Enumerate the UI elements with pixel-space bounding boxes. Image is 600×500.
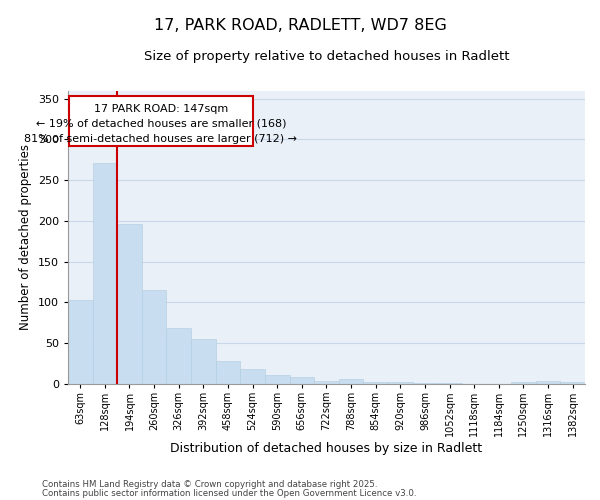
Bar xyxy=(166,328,191,384)
Bar xyxy=(364,382,388,384)
Bar xyxy=(413,383,437,384)
Bar xyxy=(511,382,536,384)
Bar xyxy=(69,96,253,146)
Y-axis label: Number of detached properties: Number of detached properties xyxy=(19,144,32,330)
Title: Size of property relative to detached houses in Radlett: Size of property relative to detached ho… xyxy=(144,50,509,63)
Bar xyxy=(215,361,240,384)
Text: 81% of semi-detached houses are larger (712) →: 81% of semi-detached houses are larger (… xyxy=(25,134,298,144)
Bar xyxy=(388,382,413,384)
Bar xyxy=(314,380,339,384)
Bar xyxy=(117,224,142,384)
Bar xyxy=(142,290,166,384)
Bar xyxy=(92,163,117,384)
Bar xyxy=(240,368,265,384)
Text: ← 19% of detached houses are smaller (168): ← 19% of detached houses are smaller (16… xyxy=(35,118,286,128)
Bar xyxy=(560,382,585,384)
Bar xyxy=(290,378,314,384)
Bar xyxy=(339,379,364,384)
Bar xyxy=(191,339,215,384)
Bar xyxy=(437,383,462,384)
Text: 17, PARK ROAD, RADLETT, WD7 8EG: 17, PARK ROAD, RADLETT, WD7 8EG xyxy=(154,18,446,32)
Text: 17 PARK ROAD: 147sqm: 17 PARK ROAD: 147sqm xyxy=(94,104,228,114)
Bar xyxy=(68,300,92,384)
Bar xyxy=(265,375,290,384)
X-axis label: Distribution of detached houses by size in Radlett: Distribution of detached houses by size … xyxy=(170,442,482,455)
Text: Contains public sector information licensed under the Open Government Licence v3: Contains public sector information licen… xyxy=(42,489,416,498)
Bar xyxy=(536,380,560,384)
Text: Contains HM Land Registry data © Crown copyright and database right 2025.: Contains HM Land Registry data © Crown c… xyxy=(42,480,377,489)
